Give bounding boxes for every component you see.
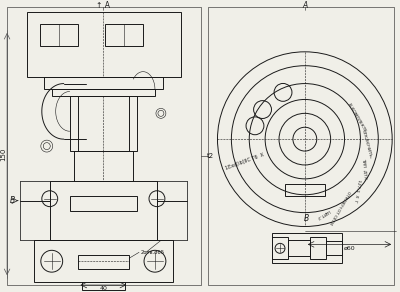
Bar [310,237,326,259]
Text: t2: t2 [207,153,214,159]
Bar [74,151,133,181]
Text: ОТКЛЮЧИТЬ,: ОТКЛЮЧИТЬ, [360,129,372,159]
Bar [272,233,342,263]
Bar [27,12,181,77]
Bar [7,7,201,285]
Bar [78,255,129,269]
Text: ОТКЛЮЧ ОТ СЕТИ: ОТКЛЮЧ ОТ СЕТИ [328,189,351,224]
Text: 150: 150 [0,147,6,161]
Text: ЩИТ-2: ЩИТ-2 [315,209,330,220]
Bar [20,181,50,240]
Text: 127-1  Х  Г: 127-1 Х Г [352,179,360,203]
Bar [105,24,143,46]
Bar [288,240,310,256]
Bar [78,96,129,151]
Bar [52,88,155,96]
Text: В КОМПЛЕКТЕ: В КОМПЛЕКТЕ [347,102,366,132]
Bar [34,240,173,282]
Bar [285,184,325,196]
Bar [40,24,78,46]
Bar [157,181,187,240]
Bar [70,96,137,151]
Bar [326,241,342,255]
Text: ø60: ø60 [344,246,355,251]
Bar [70,196,137,211]
Text: ↑ A: ↑ A [96,1,110,10]
Text: B: B [304,214,310,223]
Text: 40: 40 [100,286,107,291]
Text: ТИП  ДТХ-: ТИП ДТХ- [361,157,367,180]
Bar [20,181,187,240]
Bar [272,237,288,259]
Bar [44,77,163,88]
Text: B: B [10,196,15,205]
Bar [82,282,125,290]
Bar [208,7,394,285]
Text: 2отв.ø65: 2отв.ø65 [141,250,165,255]
Text: A: A [302,1,308,10]
Text: 1Exd[ib]IIC T6  X: 1Exd[ib]IIC T6 X [224,152,264,171]
